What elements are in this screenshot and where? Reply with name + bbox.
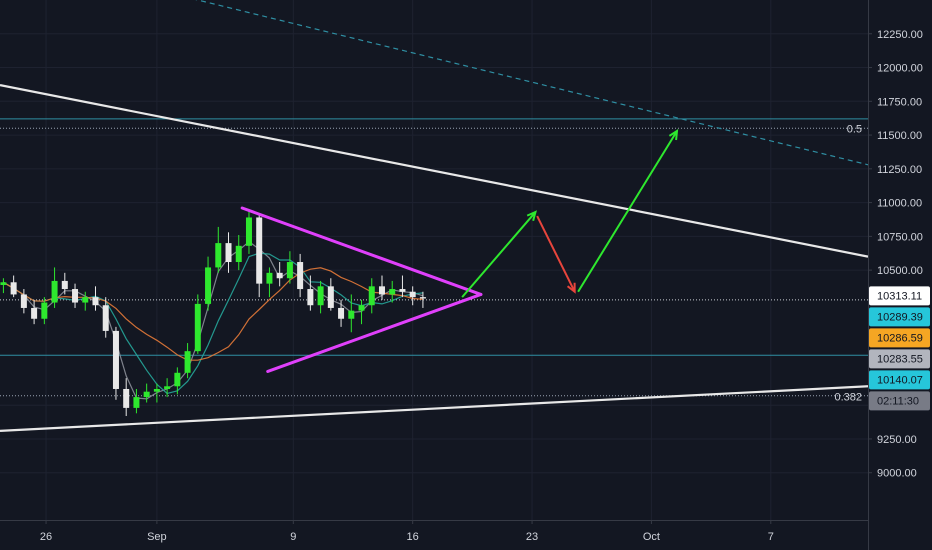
price-tag-label: 10286.59 [877, 332, 923, 344]
price-tick-label: 12000.00 [877, 63, 923, 75]
time-tick-label: 9 [290, 531, 296, 543]
trend-line[interactable] [0, 385, 869, 432]
grid [0, 0, 868, 520]
candle-body [82, 297, 89, 303]
candle-body [256, 217, 263, 284]
candle-body [338, 307, 345, 319]
price-tick-label: 10750.00 [877, 231, 923, 243]
candle-body [143, 391, 150, 398]
candle-body [92, 297, 99, 306]
candle-body [164, 386, 171, 389]
price-tag-label: 10313.11 [877, 290, 922, 302]
triangle-side[interactable] [266, 292, 483, 373]
price-tick-label: 11750.00 [877, 96, 922, 108]
candle-body [41, 302, 48, 319]
price-axis[interactable]: 12250.00 12000.00 11750.00 11500.00 11250.00… [868, 0, 932, 550]
candle-body [276, 272, 283, 279]
projection-arrows[interactable] [461, 129, 679, 298]
trend-line[interactable] [0, 84, 869, 258]
price-tick-label: 12250.00 [877, 29, 923, 41]
triangle-side[interactable] [240, 206, 483, 296]
candle-body [51, 280, 58, 303]
candle-body [10, 282, 17, 295]
candle-body [123, 388, 130, 408]
price-tag-label: 10140.07 [877, 374, 923, 386]
time-tick-label: 23 [526, 531, 538, 543]
projection-arrow-line[interactable] [536, 215, 576, 293]
candle-body [348, 310, 355, 319]
time-axis[interactable]: 26 Sep 9 16 23 Oct 7 [0, 520, 868, 550]
price-tick-label: 11250.00 [877, 164, 922, 176]
candle-body [419, 297, 426, 299]
candles [0, 209, 426, 416]
candle-body [61, 280, 68, 290]
candle-body [174, 372, 181, 387]
candle-body [0, 282, 7, 285]
time-tick-label: 16 [407, 531, 419, 543]
fib-level-label: 0.382 [834, 391, 862, 403]
price-tag-label: 10283.55 [877, 353, 923, 365]
price-axis-background [868, 0, 932, 550]
candle-body [409, 291, 416, 298]
fib-labels: 0.5 0.382 [834, 123, 862, 403]
price-tick-label: 9250.00 [877, 434, 917, 446]
candle-body [307, 289, 314, 306]
price-tag-background [869, 286, 930, 306]
triangle-pattern[interactable] [240, 206, 483, 373]
candle-body [378, 286, 385, 295]
candle-body [153, 388, 160, 392]
price-tick-label: 9000.00 [877, 468, 917, 480]
candle-body [72, 289, 79, 303]
candle-body [358, 305, 365, 311]
projection-arrow-head [566, 282, 576, 294]
projection-arrow-line[interactable] [461, 211, 537, 298]
candle-body [31, 307, 38, 319]
time-tick-label: 26 [40, 531, 52, 543]
candle-body [245, 217, 252, 246]
candle-body [368, 286, 375, 306]
projection-arrow-head [526, 210, 537, 222]
candle-body [286, 262, 293, 279]
candle-body [399, 289, 406, 292]
candle-body [225, 243, 232, 263]
price-tag-background [869, 328, 930, 348]
candle-body [327, 286, 334, 308]
price-tag-background [869, 307, 930, 327]
price-tag-background [869, 349, 930, 369]
price-tag-background [869, 391, 930, 411]
price-tick-label: 11000.00 [877, 198, 922, 210]
candle-body [194, 303, 201, 352]
projection-arrow-head [668, 129, 679, 141]
price-tags: 10313.11 10289.39 10286.59 10283.55 10140.07… [869, 286, 930, 411]
candle-body [266, 272, 273, 284]
price-tick-label: 10500.00 [877, 265, 923, 277]
candle-body [297, 262, 304, 290]
time-axis-background [0, 520, 868, 550]
price-tag-label: 10289.39 [877, 311, 923, 323]
candle-body [205, 267, 212, 304]
price-tag-background [869, 370, 930, 390]
candle-body [20, 294, 27, 308]
price-tag-label: 02:11:30 [877, 395, 919, 407]
candle-body [389, 289, 396, 295]
fib-level-label: 0.5 [847, 123, 862, 135]
candle-body [184, 351, 191, 373]
time-tick-label: Sep [147, 531, 167, 543]
candle-body [102, 305, 109, 331]
price-tick-label: 11500.00 [877, 130, 922, 142]
trend-lines[interactable] [0, 0, 869, 432]
time-tick-label: 7 [768, 531, 774, 543]
candle-body [112, 330, 119, 389]
candle-body [215, 243, 222, 268]
candle-body [235, 245, 242, 263]
time-tick-label: Oct [643, 531, 660, 543]
candle-body [317, 286, 324, 306]
projection-arrow-line[interactable] [577, 130, 678, 293]
candle-body [133, 397, 140, 408]
